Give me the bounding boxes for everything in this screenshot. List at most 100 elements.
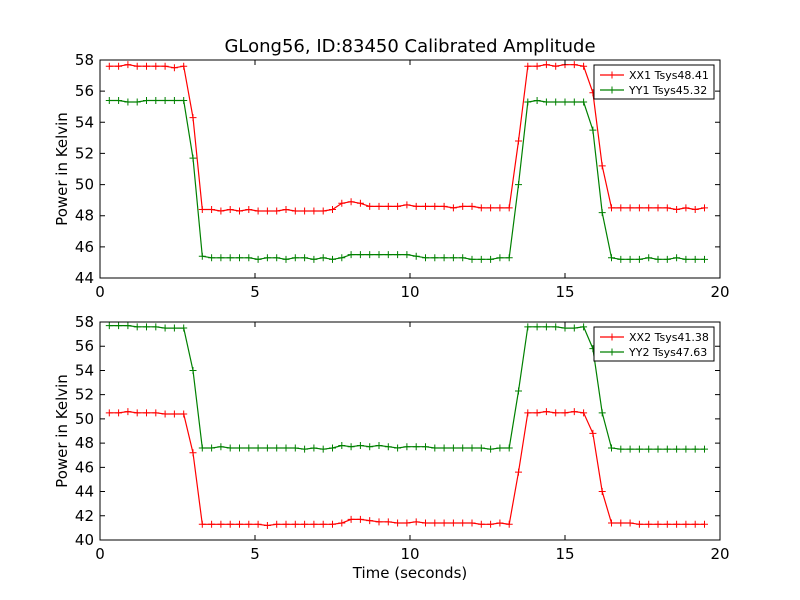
data-point [384,518,392,526]
data-point [245,254,253,262]
data-point [384,251,392,259]
data-point [236,444,243,452]
data-point [422,519,429,527]
data-point [487,204,495,212]
data-point [291,254,299,262]
data-point [459,519,467,527]
data-point [533,409,541,417]
data-point [329,520,336,528]
data-point [626,204,634,212]
data-point [496,519,504,527]
data-point [105,96,113,104]
data-point [412,202,420,210]
data-point [273,520,281,528]
data-point [552,62,560,70]
data-point [524,98,532,106]
data-point [524,62,532,70]
data-point [477,255,485,263]
data-point [152,323,160,331]
data-point [329,205,336,213]
data-point [515,387,522,395]
legend-label: YY2 Tsys47.63 [628,346,707,359]
y-tick-label: 56 [75,82,94,100]
data-point [133,98,141,106]
data-point [356,251,364,259]
data-point [431,254,439,262]
data-point [617,255,625,263]
data-point [338,519,346,527]
data-point [598,488,606,496]
y-tick-label: 52 [75,386,94,404]
data-point [654,520,662,528]
data-point [663,204,671,212]
data-point [561,409,569,417]
data-point [254,207,262,215]
data-point [496,444,504,452]
data-point [449,519,457,527]
data-point [459,202,467,210]
data-point [505,444,513,452]
data-point [589,126,597,134]
data-point [635,445,643,453]
data-point [673,445,681,453]
data-point [226,444,234,452]
data-point [431,444,439,452]
data-point [552,98,560,106]
data-point [208,254,216,262]
data-point [319,445,327,453]
data-point [663,520,671,528]
data-point [654,445,662,453]
y-tick-label: 52 [75,144,94,162]
y-tick-label: 40 [75,531,94,549]
data-point [524,323,532,331]
data-point [273,444,281,452]
data-point [189,366,197,374]
data-point [236,254,243,262]
legend-marker [608,348,616,356]
data-point [347,251,355,259]
data-point [673,205,681,213]
data-point [701,255,708,263]
data-point [180,96,188,104]
data-point [691,520,699,528]
data-point [375,518,383,526]
data-point [552,323,560,331]
x-tick-label: 0 [95,545,105,563]
data-point [449,444,457,452]
data-point [682,445,690,453]
data-point [189,154,197,162]
data-point [282,444,290,452]
x-axis-label: Time (seconds) [352,564,468,582]
data-point [552,409,560,417]
data-point [310,255,318,263]
data-point [663,255,671,263]
data-point [366,517,374,525]
data-point [124,408,132,416]
data-point [422,443,429,451]
legend-label: XX1 Tsys48.41 [629,69,709,82]
x-tick-label: 15 [555,545,574,563]
data-point [226,205,234,213]
data-point [608,519,615,527]
data-point [301,207,309,215]
data-point [291,520,299,528]
data-point [263,444,271,452]
data-point [524,409,532,417]
data-point [403,251,411,259]
data-point [254,520,262,528]
y-tick-label: 54 [75,361,94,379]
data-point [263,254,271,262]
data-point [310,520,318,528]
y-axis-label: Power in Kelvin [53,374,71,488]
data-point [115,322,123,330]
data-point [505,520,513,528]
data-point [673,254,681,262]
y-tick-label: 44 [75,269,94,287]
data-point [329,255,336,263]
data-point [226,520,234,528]
data-point [180,410,188,418]
data-point [217,520,225,528]
y-tick-label: 50 [75,176,94,194]
data-point [468,255,476,263]
chart-panel-1: GLong56, ID:83450 Calibrated Amplitude 0 5… [53,36,730,301]
